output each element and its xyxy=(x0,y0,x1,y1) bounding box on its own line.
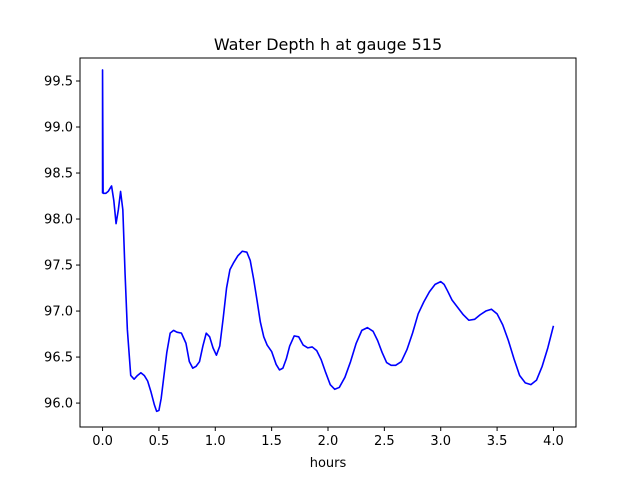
series-line-0 xyxy=(101,69,555,413)
x-tick-label: 2.0 xyxy=(318,434,339,449)
x-tick-label: 3.0 xyxy=(430,434,451,449)
x-tick-label: 0.5 xyxy=(149,434,170,449)
y-tick-label: 97.5 xyxy=(44,259,73,274)
y-tick-label: 99.5 xyxy=(44,75,73,90)
x-axis-label: hours xyxy=(310,456,347,471)
y-tick-label: 96.0 xyxy=(44,397,73,412)
y-tick-label: 97.0 xyxy=(44,305,73,320)
x-tick-label: 1.0 xyxy=(205,434,226,449)
y-tick-label: 96.5 xyxy=(44,351,73,366)
x-tick-label: 3.5 xyxy=(487,434,508,449)
y-tick-label: 99.0 xyxy=(44,121,73,136)
chart-title: Water Depth h at gauge 515 xyxy=(214,35,442,54)
plot-area: 0.0 0.5 1.0 1.5 2.0 2.5 3.0 3.5 4.0 96.0 96.5 97.0 9… xyxy=(44,57,577,449)
x-tick-label: 4.0 xyxy=(543,434,564,449)
y-tick-label: 98.0 xyxy=(44,213,73,228)
x-tick-label: 0.0 xyxy=(92,434,113,449)
x-tick-label: 2.5 xyxy=(374,434,395,449)
y-tick-label: 98.5 xyxy=(44,167,73,182)
x-tick-label: 1.5 xyxy=(261,434,282,449)
